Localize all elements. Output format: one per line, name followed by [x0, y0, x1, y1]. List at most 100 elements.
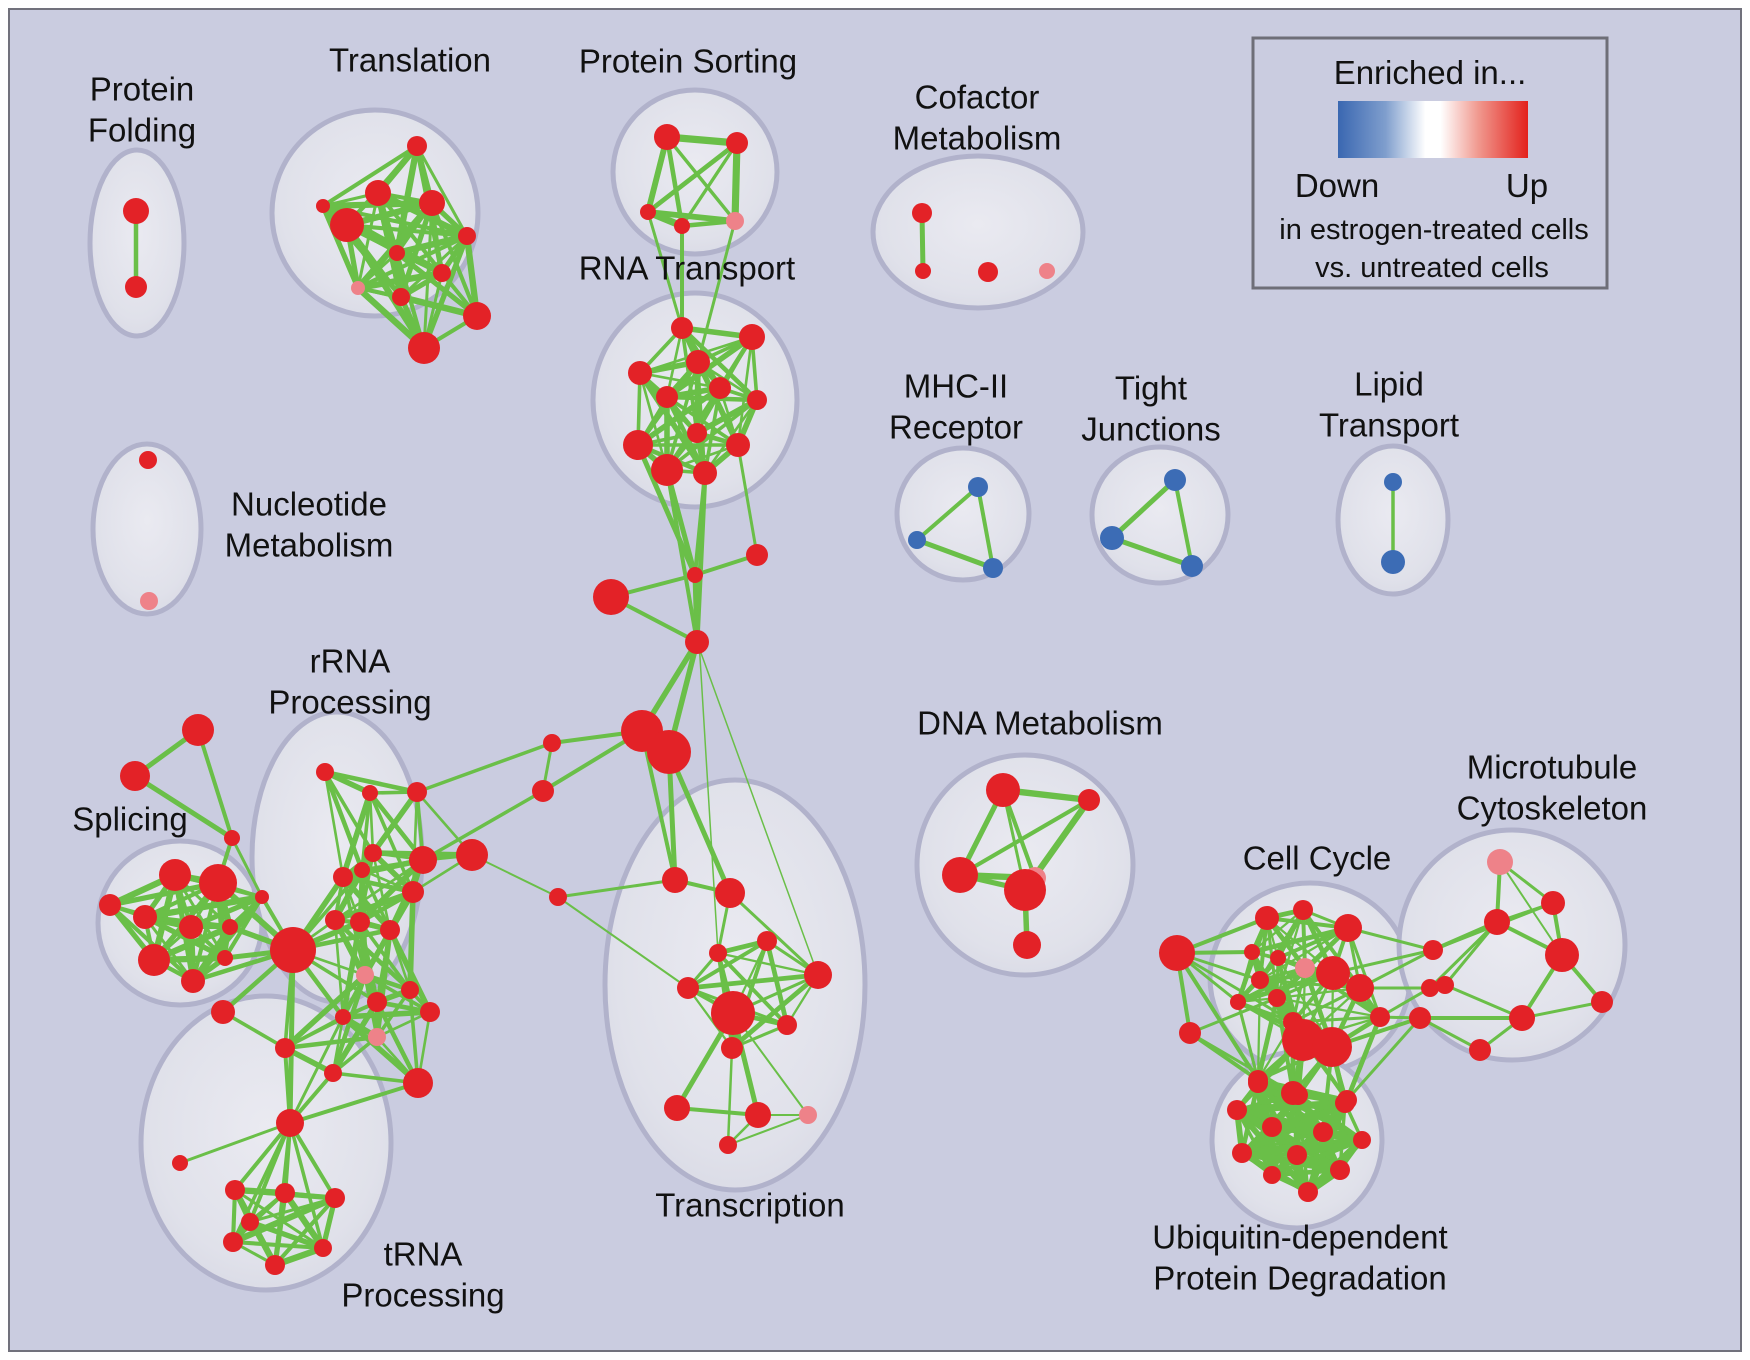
- node-s9: [217, 950, 233, 966]
- node-rt5: [656, 386, 678, 408]
- edge: [333, 858, 425, 922]
- edge: [233, 1121, 292, 1192]
- cluster-label-nucleotide-metabolism: Nucleotide: [231, 486, 387, 523]
- edge: [287, 947, 296, 1126]
- node-cc2: [1293, 900, 1313, 920]
- node-lt2: [1381, 550, 1405, 574]
- node-mh2: [908, 531, 926, 549]
- edge: [248, 1196, 337, 1224]
- edge: [421, 789, 545, 862]
- cluster-label-tight-junctions: Tight: [1115, 370, 1187, 407]
- cluster-label-rrna-processing: Processing: [268, 684, 431, 721]
- edge: [229, 1194, 339, 1246]
- node-x5: [677, 977, 699, 999]
- node-s3: [133, 905, 157, 929]
- edge: [731, 139, 741, 225]
- edge: [356, 191, 380, 290]
- cluster-shape-cofactor-metabolism: [870, 153, 1086, 311]
- node-s5: [222, 919, 238, 935]
- node-x4: [709, 944, 727, 962]
- node-r10: [380, 920, 400, 940]
- edge: [556, 878, 677, 899]
- node-cc5: [1270, 950, 1286, 966]
- node-u10: [1263, 1166, 1281, 1184]
- edge: [1269, 1167, 1343, 1178]
- legend-caption-line1: in estrogen-treated cells: [1279, 214, 1589, 246]
- cluster-label-mhc-ii-receptor: Receptor: [889, 409, 1023, 446]
- node-rt11: [693, 461, 717, 485]
- node-u9: [1287, 1145, 1307, 1165]
- edge: [1258, 926, 1350, 982]
- node-s8: [255, 890, 269, 904]
- edge: [1188, 1031, 1295, 1095]
- node-nm1: [139, 451, 157, 469]
- node-lt1: [1384, 473, 1402, 491]
- legend: Enriched in... Down Up in estrogen-treat…: [1251, 36, 1609, 290]
- node-u8: [1232, 1143, 1252, 1163]
- node-rt8: [687, 423, 707, 443]
- node-s7: [181, 969, 205, 993]
- cluster-label-mhc-ii-receptor: MHC-II: [904, 368, 1008, 405]
- edge: [696, 641, 819, 976]
- node-t6: [389, 245, 405, 261]
- node-t9: [392, 288, 410, 306]
- node-t11: [408, 332, 440, 364]
- node-cc4: [1244, 944, 1260, 960]
- node-x1: [662, 867, 688, 893]
- cluster-label-trna-processing: Processing: [341, 1277, 504, 1314]
- node-j1: [1423, 940, 1443, 960]
- node-c5: [543, 734, 561, 752]
- edge: [343, 221, 428, 352]
- node-j2: [1421, 979, 1439, 997]
- cluster-label-rna-transport: RNA Transport: [579, 250, 795, 287]
- node-cf1: [912, 203, 932, 223]
- edge: [675, 1106, 760, 1117]
- edge: [288, 1081, 420, 1125]
- node-r5: [333, 867, 353, 887]
- node-s10: [99, 894, 121, 916]
- edge: [764, 938, 790, 1028]
- node-cf4: [1039, 263, 1055, 279]
- node-s4: [179, 915, 203, 939]
- node-t7: [433, 264, 451, 282]
- cluster-label-ubiquitin-degradation: Ubiquitin-dependent: [1152, 1219, 1447, 1256]
- edge: [340, 790, 373, 880]
- node-ta: [225, 1180, 245, 1200]
- node-tl: [172, 1155, 188, 1171]
- node-r17: [403, 1068, 433, 1098]
- edge: [664, 134, 685, 229]
- node-u1: [1248, 1073, 1268, 1093]
- edge: [322, 769, 365, 873]
- cluster-shape-microtubule-cytoskeleton: [1396, 827, 1628, 1063]
- edge: [666, 749, 733, 896]
- edge: [1236, 950, 1254, 1004]
- node-m1: [1487, 849, 1513, 875]
- node-cc7: [1251, 971, 1269, 989]
- node-t4: [330, 208, 364, 242]
- edge: [374, 999, 421, 1086]
- node-x9: [721, 1037, 743, 1059]
- node-r7: [354, 862, 370, 878]
- edge: [360, 868, 392, 932]
- cluster-label-transcription: Transcription: [655, 1187, 845, 1224]
- cluster-label-microtubule-cytoskeleton: Microtubule: [1467, 749, 1638, 786]
- edge: [1269, 1137, 1365, 1178]
- node-t8: [351, 281, 365, 295]
- edge: [178, 1121, 292, 1165]
- edge: [371, 851, 392, 932]
- edge: [686, 986, 734, 1050]
- cluster-label-rrna-processing: rRNA: [310, 643, 391, 680]
- edge: [323, 770, 345, 879]
- node-rt12: [726, 433, 750, 457]
- node-r3: [407, 782, 427, 802]
- node-cc8: [1268, 989, 1286, 1007]
- edge: [716, 951, 820, 977]
- node-c4: [685, 630, 709, 654]
- node-mh3: [983, 558, 1003, 578]
- edge: [1175, 951, 1295, 1024]
- edge: [703, 386, 722, 475]
- node-x12: [799, 1106, 817, 1124]
- node-cc3: [1334, 914, 1362, 942]
- cluster-label-tight-junctions: Junctions: [1081, 411, 1220, 448]
- edge: [729, 972, 821, 1051]
